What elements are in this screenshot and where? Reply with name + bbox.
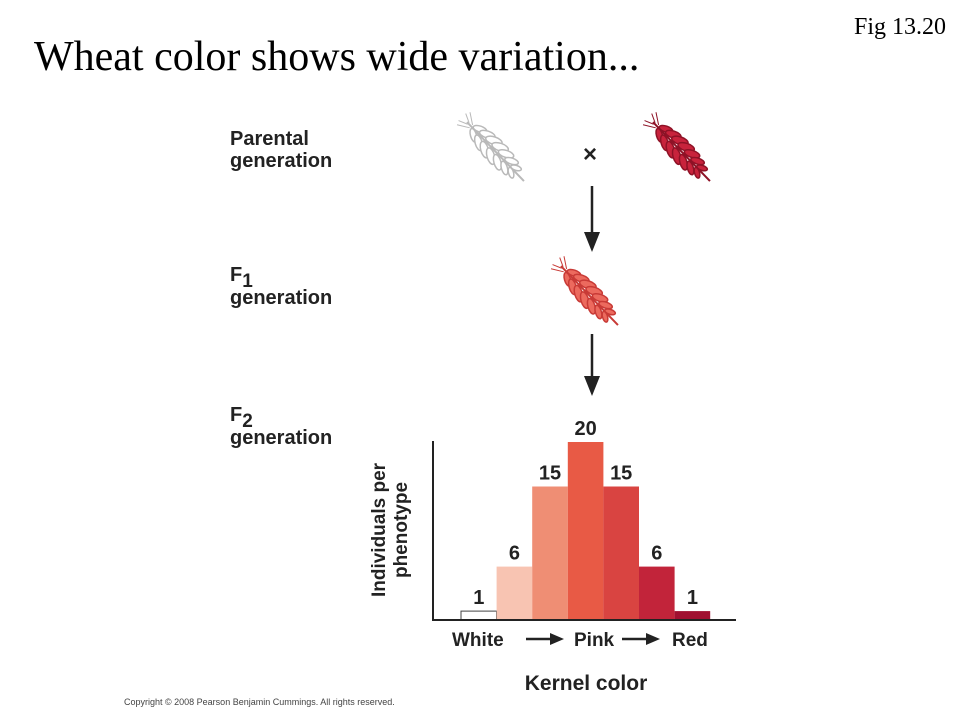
scale-label-pink: Pink [574,630,615,651]
f1-label-line2: generation [230,287,333,309]
bar-value-label-7: 1 [687,587,698,609]
parental-label-line2: generation [230,150,333,172]
bar-value-label-2: 6 [509,543,520,565]
f2-label-line2: generation [230,427,333,449]
bar-6 [639,566,675,620]
value-labels-layer: 1 6 15 20 15 6 1 [473,418,698,609]
cross-symbol: × [583,141,597,168]
copyright-notice: Copyright © 2008 Pearson Benjamin Cummin… [124,697,395,707]
page-title: Wheat color shows wide variation... [34,34,640,80]
arrow-down-icon [584,334,600,396]
scale-label-white: White [452,630,504,651]
bar-4 [567,442,604,620]
red-wheat-icon [637,106,721,192]
bar-value-label-6: 6 [651,543,662,565]
bar-value-label-1: 1 [473,587,484,609]
f1-generation-label: F1 generation [230,264,332,309]
f2-distribution-chart: 1 6 15 20 15 6 1 Individuals per phenotype Whi… [369,418,736,695]
bar-value-label-4: 20 [574,418,596,440]
arrow-right-icon [622,633,660,645]
parental-label-line1: Parental [230,128,309,150]
pink-wheat-icon [545,250,629,336]
bar-value-label-5: 15 [610,463,632,485]
bar-1 [460,610,498,621]
x-axis-label: Kernel color [525,672,648,695]
scale-label-red: Red [672,630,708,651]
white-wheat-icon [451,106,535,192]
f2-label-subscript: 2 [242,411,253,432]
bar-3 [532,486,568,620]
bar-7 [674,611,711,620]
f1-label-subscript: 1 [242,271,253,292]
bar-value-label-3: 15 [539,463,561,485]
y-axis-label-line2: phenotype [391,482,412,578]
bar-2 [496,566,533,620]
bar-5 [603,486,639,620]
arrow-down-icon [584,186,600,252]
figure-reference: Fig 13.20 [853,14,946,40]
bars-layer [460,442,711,621]
f1-label-main: F [230,264,243,286]
y-axis-label-line1: Individuals per [369,462,390,597]
f2-label-main: F [230,404,243,426]
f2-generation-label: F2 generation [230,404,332,449]
arrow-right-icon [526,633,564,645]
parental-generation-label: Parental generation [230,128,332,172]
